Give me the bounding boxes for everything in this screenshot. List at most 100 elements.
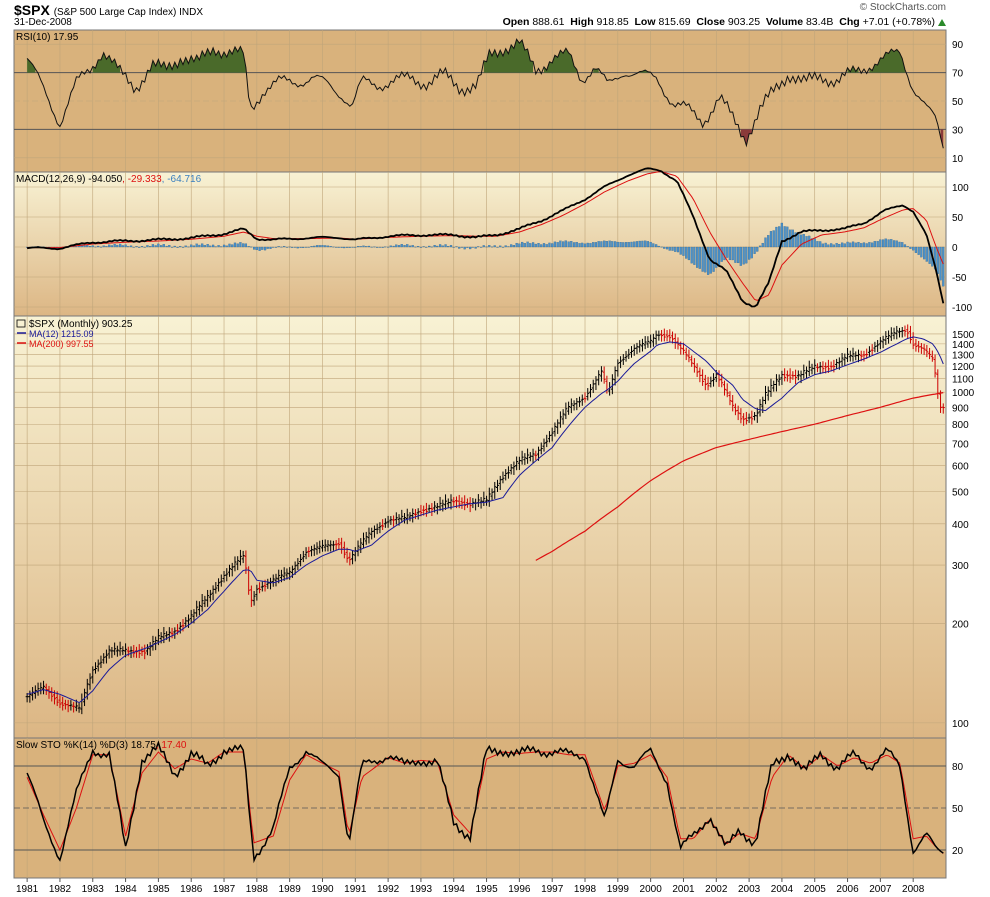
macd-histogram-bar	[898, 241, 901, 248]
volume-label: Volume	[765, 16, 804, 28]
price-panel: 1002003004005006007008009001000110012001…	[13, 315, 975, 739]
macd-histogram-bar	[657, 245, 660, 248]
macd-histogram-bar	[201, 243, 204, 248]
macd-histogram-bar	[367, 245, 371, 248]
macd-histogram-bar	[250, 246, 253, 248]
macd-histogram-bar	[157, 243, 160, 248]
ma12-label: MA(12) 1215.09	[29, 329, 94, 339]
macd-histogram-bar	[901, 242, 904, 248]
macd-histogram-bar	[449, 245, 453, 248]
macd-histogram-bar	[387, 246, 390, 248]
chart-header: $SPX (S&P 500 Large Cap Index) INDX 31-D…	[0, 0, 990, 30]
macd-histogram-bar	[679, 246, 682, 255]
symbol-ticker: $SPX	[14, 2, 50, 18]
macd-histogram-bar	[917, 246, 920, 255]
macd-histogram-bar	[291, 246, 294, 248]
macd-histogram-bar	[660, 246, 663, 248]
macd-histogram-bar	[559, 240, 562, 248]
macd-histogram-bar	[214, 246, 217, 248]
macd-histogram-bar	[116, 244, 119, 248]
macd-histogram-bar	[616, 241, 619, 248]
macd-histogram-bar	[455, 246, 458, 248]
symbol-title: $SPX (S&P 500 Large Cap Index) INDX	[14, 2, 203, 18]
macd-histogram-bar	[816, 241, 819, 248]
macd-histogram-bar	[140, 246, 144, 248]
rsi-overbought-fill	[847, 66, 859, 73]
macd-histogram-bar	[813, 238, 816, 248]
macd-histogram-bar	[272, 246, 275, 248]
ma200-line	[535, 392, 944, 561]
macd-histogram-bar	[179, 246, 182, 248]
x-tick-label: 1990	[311, 884, 334, 895]
macd-histogram-bar	[786, 226, 789, 248]
macd-histogram-bar	[619, 242, 622, 248]
macd-histogram-bar	[313, 245, 316, 248]
macd-histogram-bar	[794, 232, 797, 248]
stochastic-label-k: Slow STO %K(14) %D(3) 18.75	[16, 740, 156, 751]
macd-histogram-bar	[474, 246, 477, 249]
price-y-tick-label: 200	[952, 619, 969, 630]
macd-histogram-bar	[318, 245, 321, 248]
macd-histogram-bar	[510, 244, 513, 248]
macd-histogram-bar	[384, 246, 387, 248]
macd-histogram-bar	[698, 246, 701, 269]
macd-histogram-bar	[780, 222, 784, 248]
macd-histogram-bar	[99, 246, 103, 248]
macd-histogram-bar	[597, 241, 600, 248]
macd-histogram-bar	[176, 246, 179, 248]
macd-histogram-bar	[154, 245, 157, 248]
macd-histogram-bar	[540, 244, 543, 248]
macd-histogram-bar	[728, 246, 732, 261]
macd-histogram-bar	[622, 242, 625, 248]
x-tick-label: 2008	[902, 884, 925, 895]
macd-histogram-bar	[376, 246, 379, 248]
macd-histogram-bar	[868, 242, 871, 248]
macd-histogram-bar	[414, 246, 417, 248]
up-arrow-icon	[938, 19, 946, 26]
macd-histogram-bar	[529, 243, 532, 248]
macd-histogram-bar	[518, 243, 521, 248]
macd-histogram-bar	[170, 246, 174, 248]
macd-histogram-bar	[879, 239, 882, 248]
price-y-tick-label: 1400	[952, 340, 975, 351]
rsi-overbought-fill	[147, 46, 246, 73]
macd-histogram-bar	[745, 246, 748, 264]
macd-histogram-bar	[849, 242, 852, 248]
macd-histogram-bar	[873, 241, 876, 248]
macd-histogram-bar	[630, 241, 633, 248]
macd-histogram-bar	[277, 246, 280, 248]
macd-histogram-bar	[635, 241, 639, 248]
macd-histogram-bar	[939, 246, 942, 281]
macd-histogram-bar	[507, 246, 510, 248]
macd-histogram-bar	[572, 242, 576, 248]
price-y-tick-label: 800	[952, 420, 969, 431]
macd-y-tick-label: -100	[952, 303, 972, 314]
macd-histogram-bar	[129, 245, 133, 248]
macd-histogram-bar	[463, 246, 466, 250]
macd-histogram-bar	[168, 245, 171, 248]
macd-histogram-bar	[335, 246, 338, 248]
rsi-overbought-fill	[593, 68, 599, 73]
rsi-label: RSI(10) 17.95	[16, 32, 79, 43]
macd-histogram-bar	[294, 246, 297, 248]
x-tick-label: 1989	[279, 884, 302, 895]
macd-histogram-bar	[578, 243, 581, 248]
macd-histogram-bar	[220, 246, 223, 248]
macd-histogram-bar	[914, 246, 918, 253]
macd-histogram-bar	[734, 246, 737, 263]
price-y-tick-label: 900	[952, 403, 969, 414]
macd-histogram-bar	[521, 241, 524, 248]
macd-histogram-bar	[865, 243, 868, 248]
macd-histogram-bar	[419, 246, 423, 248]
macd-histogram-bar	[162, 244, 165, 248]
macd-histogram-bar	[389, 245, 392, 248]
macd-histogram-bar	[280, 246, 283, 248]
macd-histogram-bar	[942, 246, 945, 287]
macd-histogram-bar	[285, 246, 289, 248]
macd-histogram-bar	[685, 246, 688, 259]
macd-histogram-bar	[860, 243, 863, 248]
stochastic-panel: 20 50 80 Slow STO %K(14) %D(3) 18.75, 17.40	[13, 737, 964, 879]
macd-histogram-bar	[613, 241, 617, 248]
macd-histogram-bar	[332, 246, 335, 248]
macd-histogram-bar	[187, 246, 190, 248]
